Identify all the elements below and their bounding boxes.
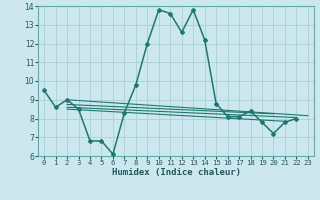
X-axis label: Humidex (Indice chaleur): Humidex (Indice chaleur) xyxy=(111,168,241,177)
